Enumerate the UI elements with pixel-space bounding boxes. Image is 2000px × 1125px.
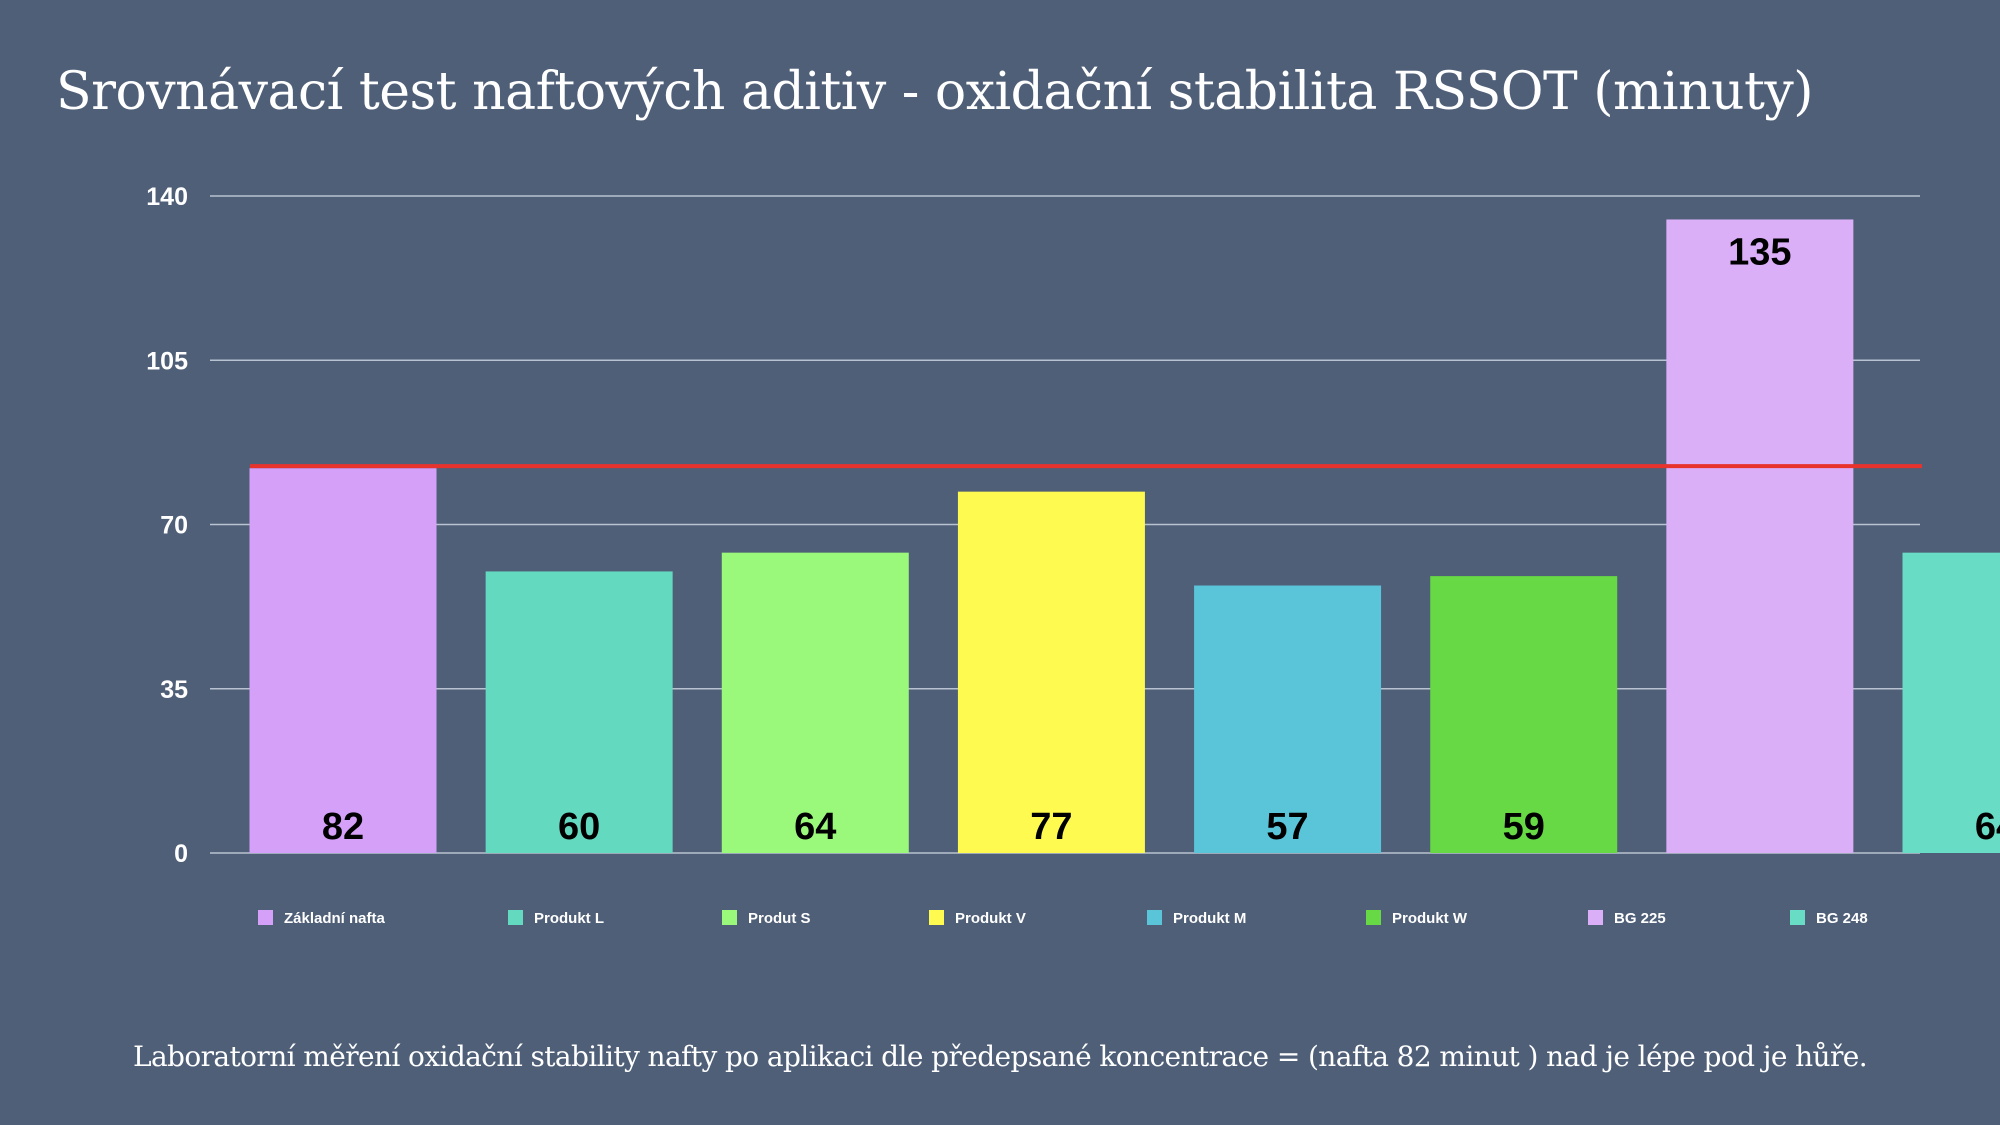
value-label: 57 bbox=[1266, 806, 1308, 848]
value-label: 82 bbox=[322, 806, 364, 848]
y-tick-label: 105 bbox=[146, 347, 188, 375]
legend-label: Produkt W bbox=[1392, 910, 1468, 927]
bars bbox=[249, 219, 2000, 853]
legend-swatch bbox=[1588, 910, 1603, 925]
value-label: 77 bbox=[1030, 806, 1072, 848]
value-label: 64 bbox=[794, 806, 836, 848]
legend-label: Produkt L bbox=[534, 910, 604, 927]
y-tick-label: 140 bbox=[146, 183, 188, 211]
value-labels: 82 60 64 77 57 59 135 64 bbox=[322, 231, 2000, 848]
legend-label: Produkt M bbox=[1173, 910, 1246, 927]
bar bbox=[1194, 585, 1382, 853]
y-tick-label: 35 bbox=[160, 676, 188, 704]
legend-swatch bbox=[508, 910, 523, 925]
footnote: Laboratorní měření oxidační stability na… bbox=[132, 1040, 1868, 1073]
legend-label: BG 225 bbox=[1614, 910, 1666, 927]
bar bbox=[1430, 576, 1618, 853]
chart-title: Srovnávací test naftových aditiv - oxida… bbox=[56, 62, 1814, 122]
bar bbox=[249, 468, 437, 853]
legend-swatch bbox=[1366, 910, 1381, 925]
legend-label: Produt S bbox=[748, 910, 811, 927]
bar bbox=[721, 552, 909, 853]
legend-label: Základní nafta bbox=[284, 910, 386, 927]
legend-swatch bbox=[929, 910, 944, 925]
legend-swatch bbox=[258, 910, 273, 925]
legend-label: Produkt V bbox=[955, 910, 1026, 927]
value-label: 59 bbox=[1503, 806, 1545, 848]
bar bbox=[1666, 219, 1854, 853]
legend-label: BG 248 bbox=[1816, 910, 1868, 927]
y-tick-label: 0 bbox=[174, 840, 188, 868]
value-label: 60 bbox=[558, 806, 600, 848]
legend-swatch bbox=[1147, 910, 1162, 925]
bar bbox=[957, 491, 1145, 853]
y-axis-ticks: 0 35 70 105 140 bbox=[146, 183, 188, 868]
bar bbox=[1902, 552, 2000, 853]
y-tick-label: 70 bbox=[160, 512, 188, 540]
value-label: 135 bbox=[1728, 231, 1791, 273]
legend: Základní nafta Produkt L Produt S Produkt V… bbox=[258, 910, 1868, 927]
legend-swatch bbox=[1790, 910, 1805, 925]
value-label: 64 bbox=[1975, 806, 2000, 848]
legend-swatch bbox=[722, 910, 737, 925]
bar bbox=[485, 571, 673, 853]
